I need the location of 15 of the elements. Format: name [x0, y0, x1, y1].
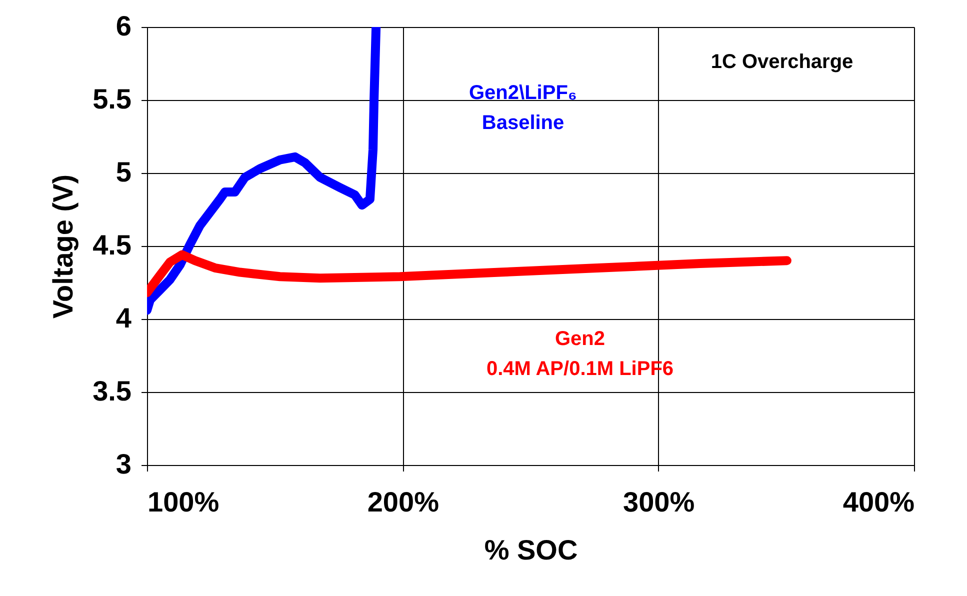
- x-tick-label: 300%: [623, 486, 695, 518]
- y-tick-label: 4.5: [92, 230, 132, 260]
- y-tick-label: 3: [116, 448, 132, 480]
- y-tick-label: 5.5: [92, 84, 132, 114]
- y-tick-label: 3.5: [92, 376, 132, 406]
- y-tick-label: 6: [116, 10, 132, 42]
- text: Gen2\LiPF₆ Baseline: [469, 82, 577, 134]
- x-tick-label: 100%: [148, 486, 220, 518]
- annotation: 1C Overcharge: [710, 51, 854, 73]
- x-axis-title: % SOC: [484, 534, 578, 566]
- x-tick-label: 200%: [367, 486, 440, 518]
- y-tick-label: 4: [116, 302, 132, 334]
- y-tick-label: 5: [116, 156, 132, 188]
- y-axis-title: Voltage (V): [48, 174, 79, 319]
- x-tick-label: 400%: [842, 486, 915, 518]
